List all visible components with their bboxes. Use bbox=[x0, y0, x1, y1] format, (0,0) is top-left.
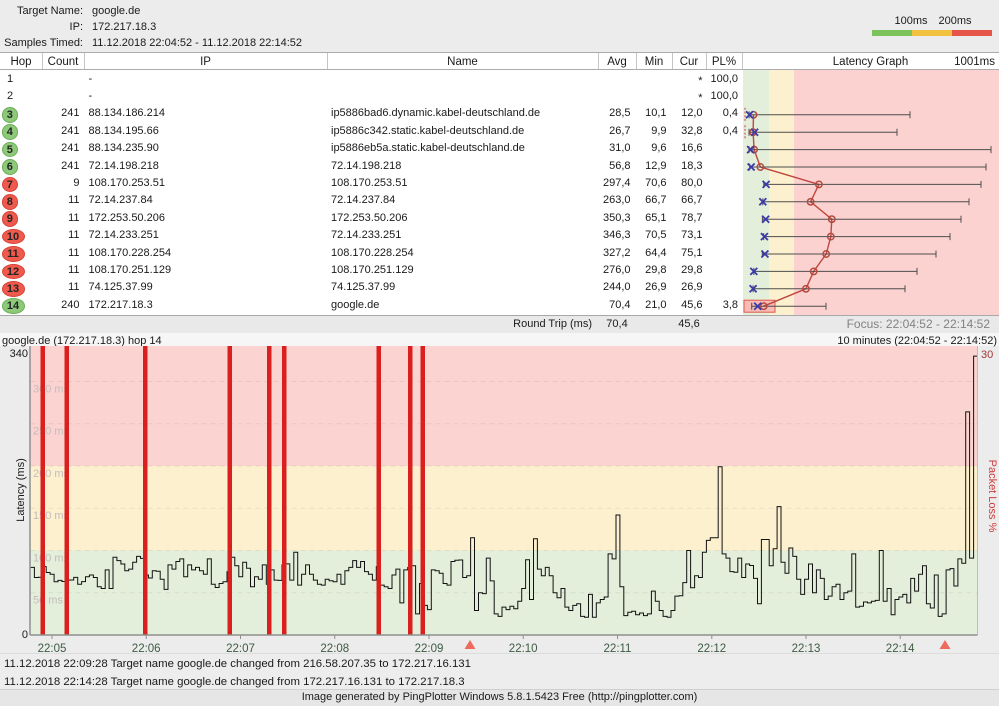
svg-text:300 ms: 300 ms bbox=[33, 384, 70, 396]
svg-text:0: 0 bbox=[22, 629, 28, 641]
svg-text:250 ms: 250 ms bbox=[33, 426, 70, 438]
svg-text:22:09: 22:09 bbox=[415, 643, 444, 655]
svg-text:22:11: 22:11 bbox=[604, 643, 632, 655]
svg-text:30: 30 bbox=[981, 349, 993, 361]
svg-text:22:06: 22:06 bbox=[132, 643, 161, 655]
svg-text:22:07: 22:07 bbox=[226, 643, 255, 655]
svg-text:340: 340 bbox=[10, 348, 28, 360]
svg-text:50 ms: 50 ms bbox=[33, 595, 63, 607]
svg-text:Packet Loss %: Packet Loss % bbox=[986, 460, 998, 533]
svg-text:200 ms: 200 ms bbox=[33, 468, 70, 480]
svg-text:150 ms: 150 ms bbox=[33, 510, 70, 522]
svg-text:22:08: 22:08 bbox=[320, 643, 349, 655]
svg-text:22:05: 22:05 bbox=[38, 643, 67, 655]
svg-text:22:14: 22:14 bbox=[886, 643, 915, 655]
svg-text:Latency (ms): Latency (ms) bbox=[15, 458, 27, 522]
svg-text:22:10: 22:10 bbox=[509, 643, 538, 655]
svg-text:22:12: 22:12 bbox=[697, 643, 726, 655]
svg-text:100 ms: 100 ms bbox=[33, 553, 70, 565]
svg-text:22:13: 22:13 bbox=[792, 643, 821, 655]
